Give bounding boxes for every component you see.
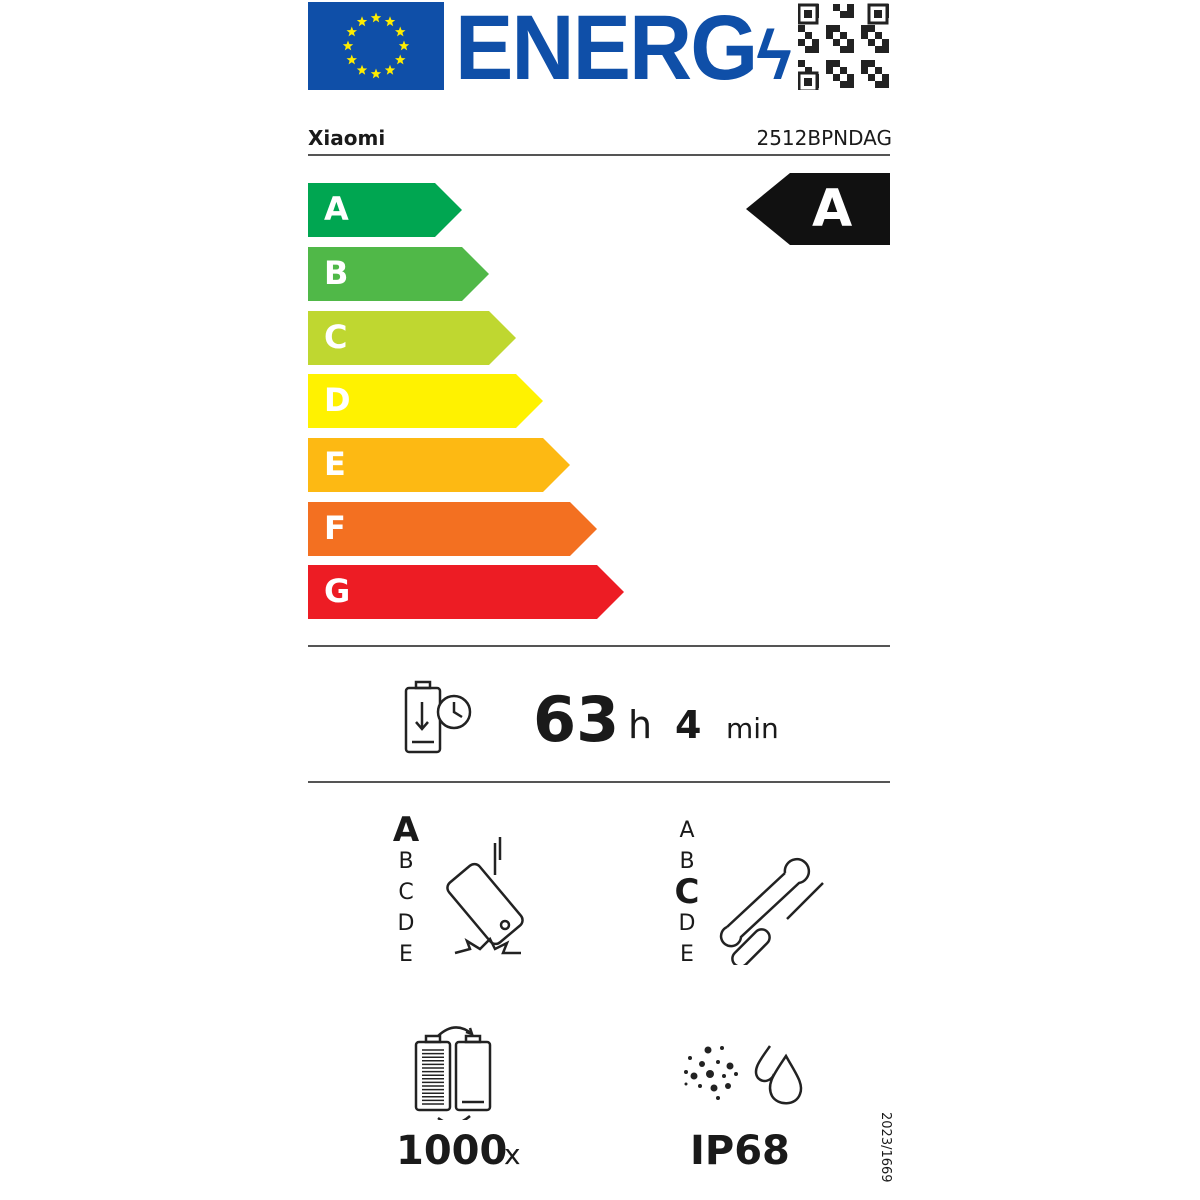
qr-code[interactable] [797, 2, 890, 93]
eu-flag-logo [308, 2, 444, 90]
divider [308, 781, 890, 783]
scale-letter: D [397, 911, 415, 936]
battery-cycles-unit: x [504, 1138, 521, 1171]
ip-rating: IP68 [690, 1128, 790, 1174]
dust-water-icon [680, 1040, 810, 1124]
battery-hours: 63 [533, 683, 620, 756]
scale-letter: D [678, 911, 696, 936]
energy-class-label: B [324, 254, 349, 292]
energy-logo-text: ENERGϟ [455, 0, 792, 99]
hours-unit: h [628, 703, 653, 747]
divider [308, 154, 890, 156]
energy-class-label: G [324, 572, 351, 610]
energy-rating-label: A [812, 179, 853, 239]
energy-class-b: B [308, 247, 489, 301]
energy-class-label: C [324, 318, 348, 356]
battery-minutes: 4 [675, 703, 702, 747]
scale-letter: E [399, 942, 413, 967]
scale-letter: A [392, 810, 420, 850]
battery-cycles-value: 1000 [396, 1128, 508, 1174]
scale-letter: A [679, 818, 695, 843]
energy-class-label: D [324, 381, 351, 419]
energy-class-label: F [324, 509, 346, 547]
scale-letter: B [398, 849, 414, 874]
wrench-screwdriver-icon [715, 855, 830, 969]
scale-letter: C [398, 880, 414, 905]
energy-class-d: D [308, 374, 543, 428]
energy-class-label: E [324, 445, 346, 483]
divider [308, 645, 890, 647]
eu-stars-icon [342, 12, 410, 79]
scale-letter: E [680, 942, 694, 967]
energy-class-g: G [308, 565, 624, 619]
energy-class-a: A [308, 183, 462, 237]
scale-letter: B [679, 849, 695, 874]
battery-clock-icon [400, 680, 480, 760]
phone-drop-icon [445, 835, 535, 969]
regulation-number: 2023/1669 [878, 1112, 893, 1183]
energy-class-label: A [324, 190, 349, 228]
brand-name: Xiaomi [308, 126, 386, 150]
minutes-unit: min [726, 712, 779, 745]
energy-class-c: C [308, 311, 516, 365]
energy-rating-arrow: A [746, 173, 890, 249]
energy-class-e: E [308, 438, 570, 492]
model-identifier: 2512BPNDAG [756, 126, 892, 150]
battery-cycle-icon [410, 1020, 500, 1125]
scale-letter: C [674, 872, 700, 912]
energy-class-f: F [308, 502, 597, 556]
